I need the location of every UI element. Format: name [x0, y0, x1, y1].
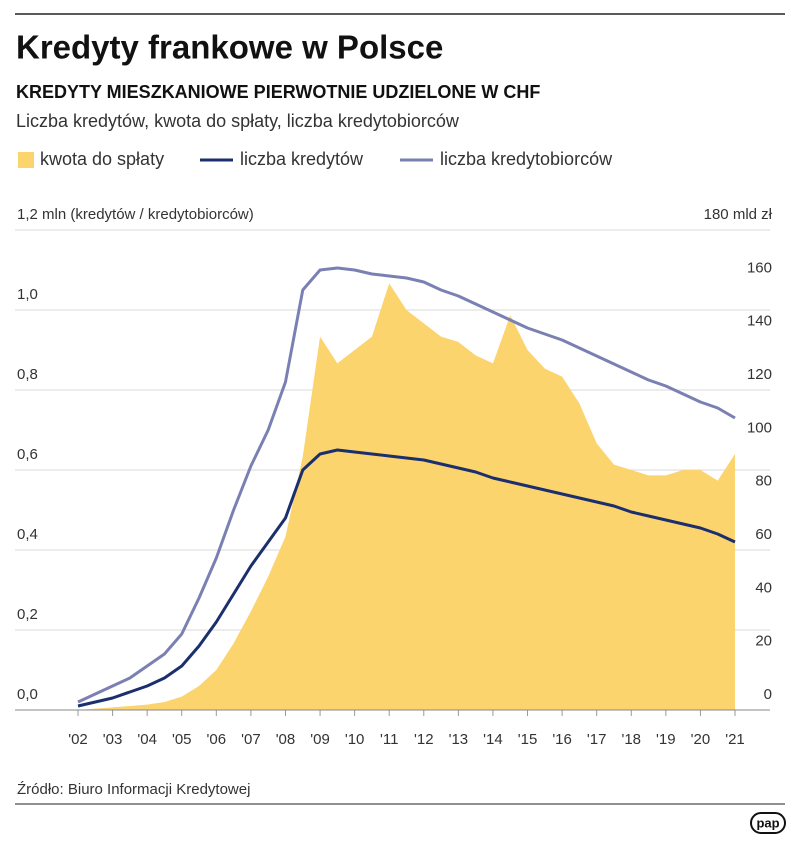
x-tick-label: '08: [276, 731, 296, 748]
y2-tick-label: 60: [755, 526, 772, 543]
legend-label: liczba kredytobiorców: [440, 149, 613, 169]
chart-subtitle: KREDYTY MIESZKANIOWE PIERWOTNIE UDZIELON…: [16, 82, 540, 102]
source: Źródło: Biuro Informacji Kredytowej: [17, 781, 250, 798]
x-tick-label: '03: [103, 731, 123, 748]
x-tick-label: '05: [172, 731, 192, 748]
x-tick-label: '02: [68, 731, 88, 748]
y2-tick-label: 0: [764, 686, 772, 703]
x-tick-label: '11: [380, 731, 398, 748]
x-tick-label: '07: [241, 731, 261, 748]
x-tick-label: '09: [310, 731, 330, 748]
y2-tick-label: 180 mld zł: [704, 206, 773, 223]
x-tick-label: '16: [552, 731, 572, 748]
y2-tick-label: 120: [747, 366, 772, 383]
x-tick-label: '19: [656, 731, 676, 748]
x-tick-label: '13: [449, 731, 469, 748]
x-tick-label: '20: [691, 731, 711, 748]
line: [77, 266, 736, 704]
y-tick-label: 0,0: [17, 686, 38, 703]
legend-label: kwota do spłaty: [40, 149, 164, 169]
x-tick-label: '14: [483, 731, 503, 748]
x-tick-label: '21: [725, 731, 745, 748]
y2-tick-label: 160: [747, 259, 772, 276]
y-tick-label: 0,4: [17, 526, 38, 543]
x-tick-label: '04: [137, 731, 157, 748]
logo: pap: [756, 815, 779, 830]
x-tick-label: '06: [207, 731, 227, 748]
chart-title: Kredyty frankowe w Polsce: [16, 29, 443, 66]
y-tick-label: 0,8: [17, 366, 38, 383]
y2-tick-label: 20: [755, 633, 772, 650]
y-tick-label: 0,2: [17, 606, 38, 623]
area: [78, 283, 735, 710]
line: [77, 448, 736, 708]
x-tick-label: '12: [414, 731, 434, 748]
y2-tick-label: 100: [747, 419, 772, 436]
legend-swatch: [18, 152, 34, 168]
y-tick-label: 0,6: [17, 446, 38, 463]
y-tick-label: 1,2 mln (kredytów / kredytobiorców): [17, 206, 254, 223]
x-tick-label: '17: [587, 731, 607, 748]
x-tick-label: '10: [345, 731, 365, 748]
legend-label: liczba kredytów: [240, 149, 364, 169]
chart-description: Liczba kredytów, kwota do spłaty, liczba…: [16, 111, 460, 131]
x-tick-label: '15: [518, 731, 538, 748]
logo-frame: [750, 812, 786, 834]
y2-tick-label: 80: [755, 473, 772, 490]
y2-tick-label: 40: [755, 579, 772, 596]
y-tick-label: 1,0: [17, 286, 38, 303]
y2-tick-label: 140: [747, 313, 772, 330]
x-tick-label: '18: [621, 731, 641, 748]
